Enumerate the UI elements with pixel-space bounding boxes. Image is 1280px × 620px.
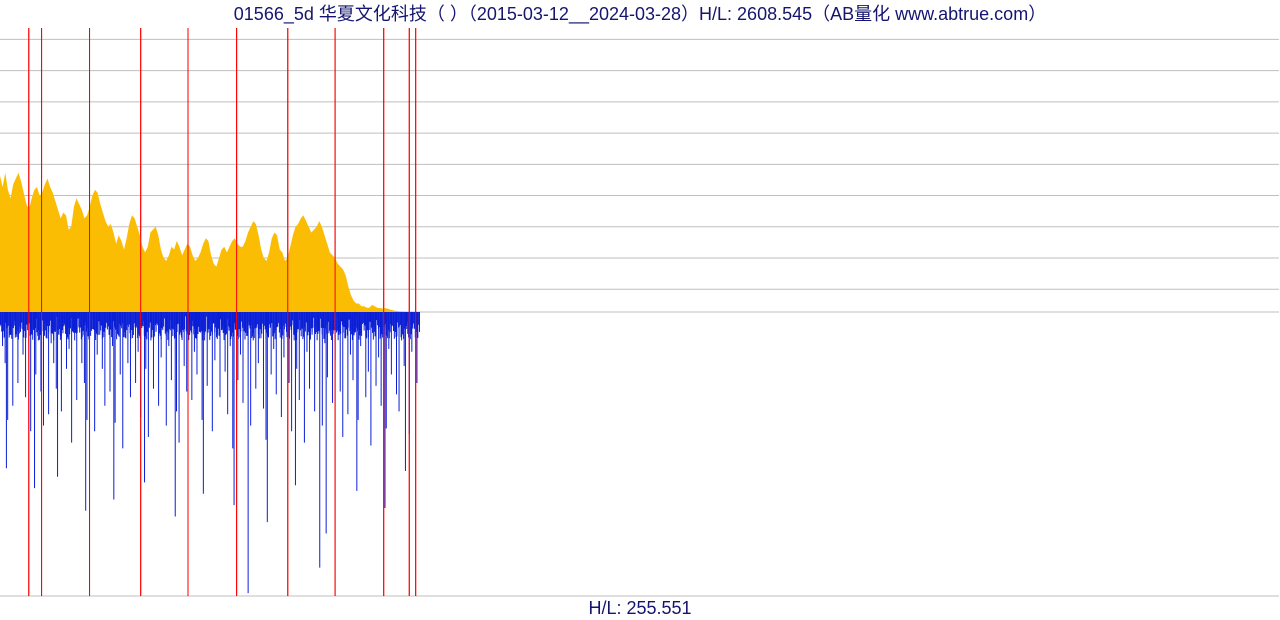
- stock-chart: 01566_5d 华夏文化科技（ ）（2015-03-12__2024-03-2…: [0, 0, 1280, 620]
- chart-title: 01566_5d 华夏文化科技（ ）（2015-03-12__2024-03-2…: [0, 0, 1280, 28]
- chart-canvas: [0, 0, 1280, 620]
- chart-footer: H/L: 255.551: [0, 596, 1280, 620]
